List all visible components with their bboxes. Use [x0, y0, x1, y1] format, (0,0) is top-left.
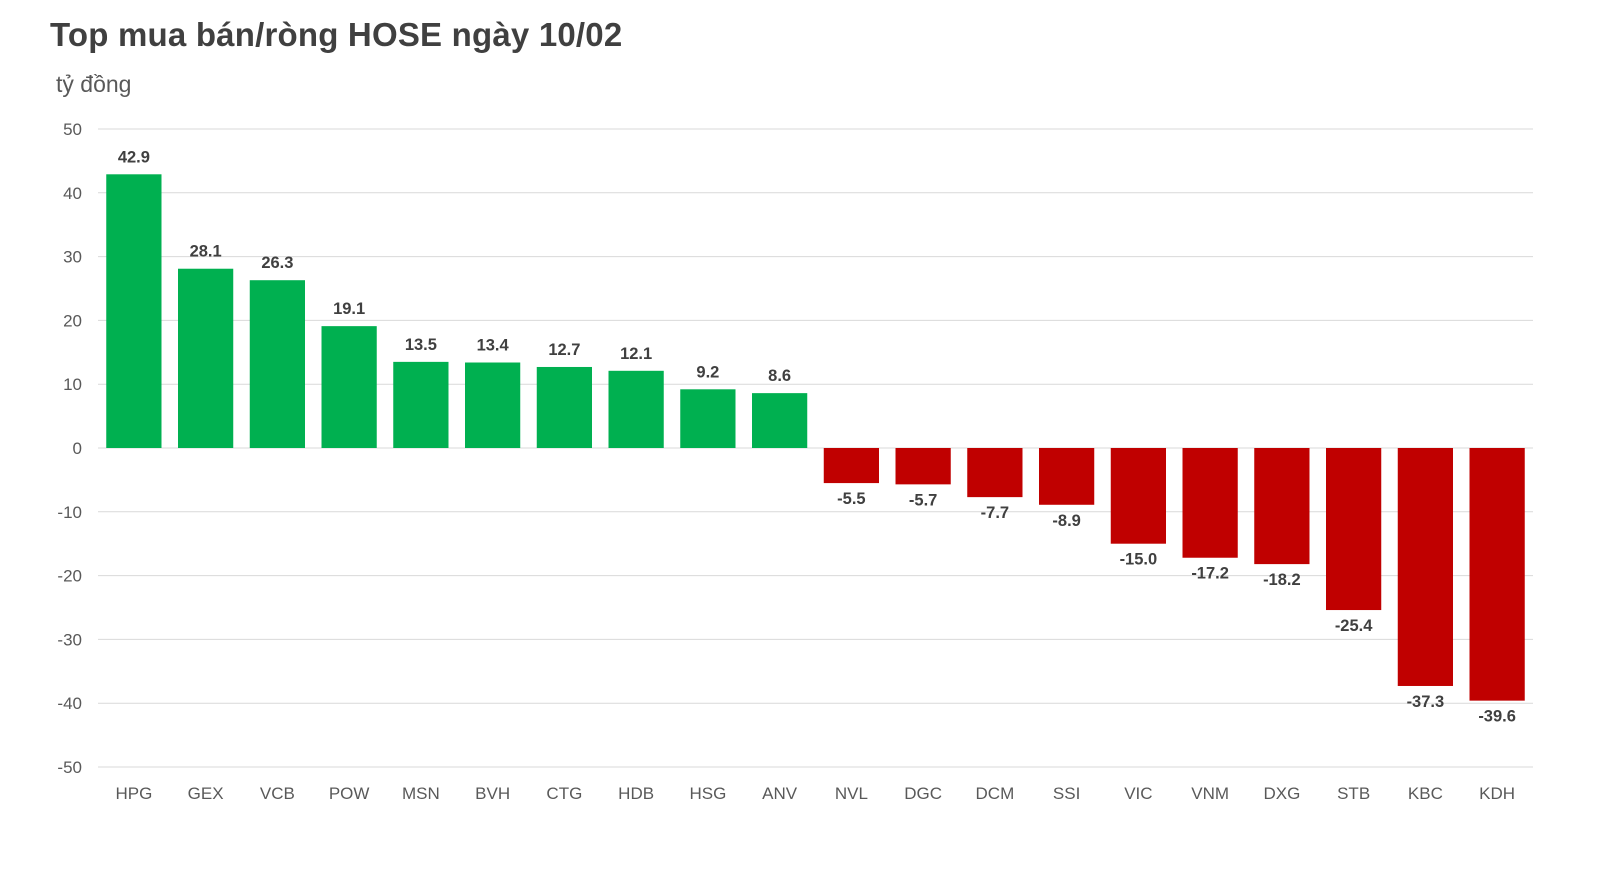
bar-hdb [608, 370, 664, 448]
x-category-label: NVL [835, 784, 868, 803]
y-tick-label: 10 [63, 375, 82, 394]
y-axis-ticks: 50 40 30 20 10 0 -10 -20 -30 -40 -50 [57, 120, 82, 777]
bar-pow [321, 326, 377, 448]
chart-title: Top mua bán/ròng HOSE ngày 10/02 [50, 16, 623, 53]
bar-stb [1326, 448, 1382, 611]
bar-vic [1110, 448, 1166, 544]
bar-gex [178, 268, 234, 448]
data-label: 13.4 [477, 337, 510, 355]
bar-msn [393, 361, 449, 448]
x-category-label: GEX [188, 784, 224, 803]
y-tick-label: -10 [57, 503, 82, 522]
y-tick-label: 0 [73, 439, 82, 458]
y-axis-unit-label: tỷ đồng [56, 71, 132, 97]
bar-anv [752, 393, 808, 448]
data-label: 9.2 [696, 363, 719, 381]
data-label: 12.7 [548, 341, 580, 359]
x-category-label: HPG [115, 784, 152, 803]
bar-bvh [465, 362, 521, 448]
x-category-label: MSN [402, 784, 440, 803]
y-tick-label: -40 [57, 694, 82, 713]
bars [106, 174, 1525, 701]
y-tick-label: 20 [63, 311, 82, 330]
data-label: -5.7 [909, 491, 937, 509]
bar-kdh [1469, 448, 1525, 701]
y-tick-label: -50 [57, 758, 82, 777]
y-tick-label: 40 [63, 184, 82, 203]
x-category-label: CTG [546, 784, 582, 803]
bar-ctg [536, 366, 592, 448]
x-category-label: DXG [1263, 784, 1300, 803]
x-category-label: VIC [1124, 784, 1152, 803]
x-category-label: KBC [1408, 784, 1443, 803]
bar-dcm [967, 448, 1023, 498]
x-category-label: STB [1337, 784, 1370, 803]
data-label: 12.1 [620, 345, 652, 363]
data-label: -17.2 [1191, 565, 1229, 583]
bar-vcb [249, 280, 305, 448]
data-label: -15.0 [1120, 551, 1158, 569]
data-label: 28.1 [190, 243, 222, 261]
x-axis-labels: HPG GEX VCB POW MSN BVH CTG HDB HSG ANV NVL DGC DCM S… [115, 784, 1515, 803]
x-category-label: DGC [904, 784, 942, 803]
data-labels: 42.9 28.1 26.3 19.1 13.5 13.4 12.7 12.1 9.2 8.6 -5… [118, 148, 1516, 725]
bar-nvl [823, 448, 879, 484]
x-category-label: SSI [1053, 784, 1080, 803]
data-label: -5.5 [837, 490, 865, 508]
data-label: 8.6 [768, 367, 791, 385]
data-label: -7.7 [981, 504, 1009, 522]
x-category-label: BVH [475, 784, 510, 803]
bar-dgc [895, 448, 951, 485]
data-label: -39.6 [1478, 708, 1516, 726]
data-label: 26.3 [261, 254, 293, 272]
data-label: -37.3 [1407, 693, 1445, 711]
bar-hpg [106, 174, 162, 448]
x-category-label: KDH [1479, 784, 1515, 803]
x-category-label: HSG [689, 784, 726, 803]
data-label: 13.5 [405, 336, 437, 354]
data-label: -18.2 [1263, 571, 1301, 589]
y-tick-label: -30 [57, 630, 82, 649]
x-category-label: HDB [618, 784, 654, 803]
data-label: -8.9 [1052, 512, 1080, 530]
x-category-label: POW [329, 784, 370, 803]
data-label: -25.4 [1335, 617, 1373, 635]
bar-dxg [1254, 448, 1310, 565]
x-category-label: ANV [762, 784, 798, 803]
gridlines [98, 128, 1533, 768]
y-tick-label: 50 [63, 120, 82, 139]
x-category-label: DCM [976, 784, 1015, 803]
x-category-label: VCB [260, 784, 295, 803]
bar-hsg [680, 389, 736, 448]
y-tick-label: -20 [57, 567, 82, 586]
y-tick-label: 30 [63, 248, 82, 267]
bar-vnm [1182, 448, 1238, 558]
bar-kbc [1397, 448, 1453, 686]
x-category-label: VNM [1191, 784, 1229, 803]
data-label: 42.9 [118, 148, 150, 166]
bar-ssi [1039, 448, 1095, 505]
data-label: 19.1 [333, 300, 365, 318]
